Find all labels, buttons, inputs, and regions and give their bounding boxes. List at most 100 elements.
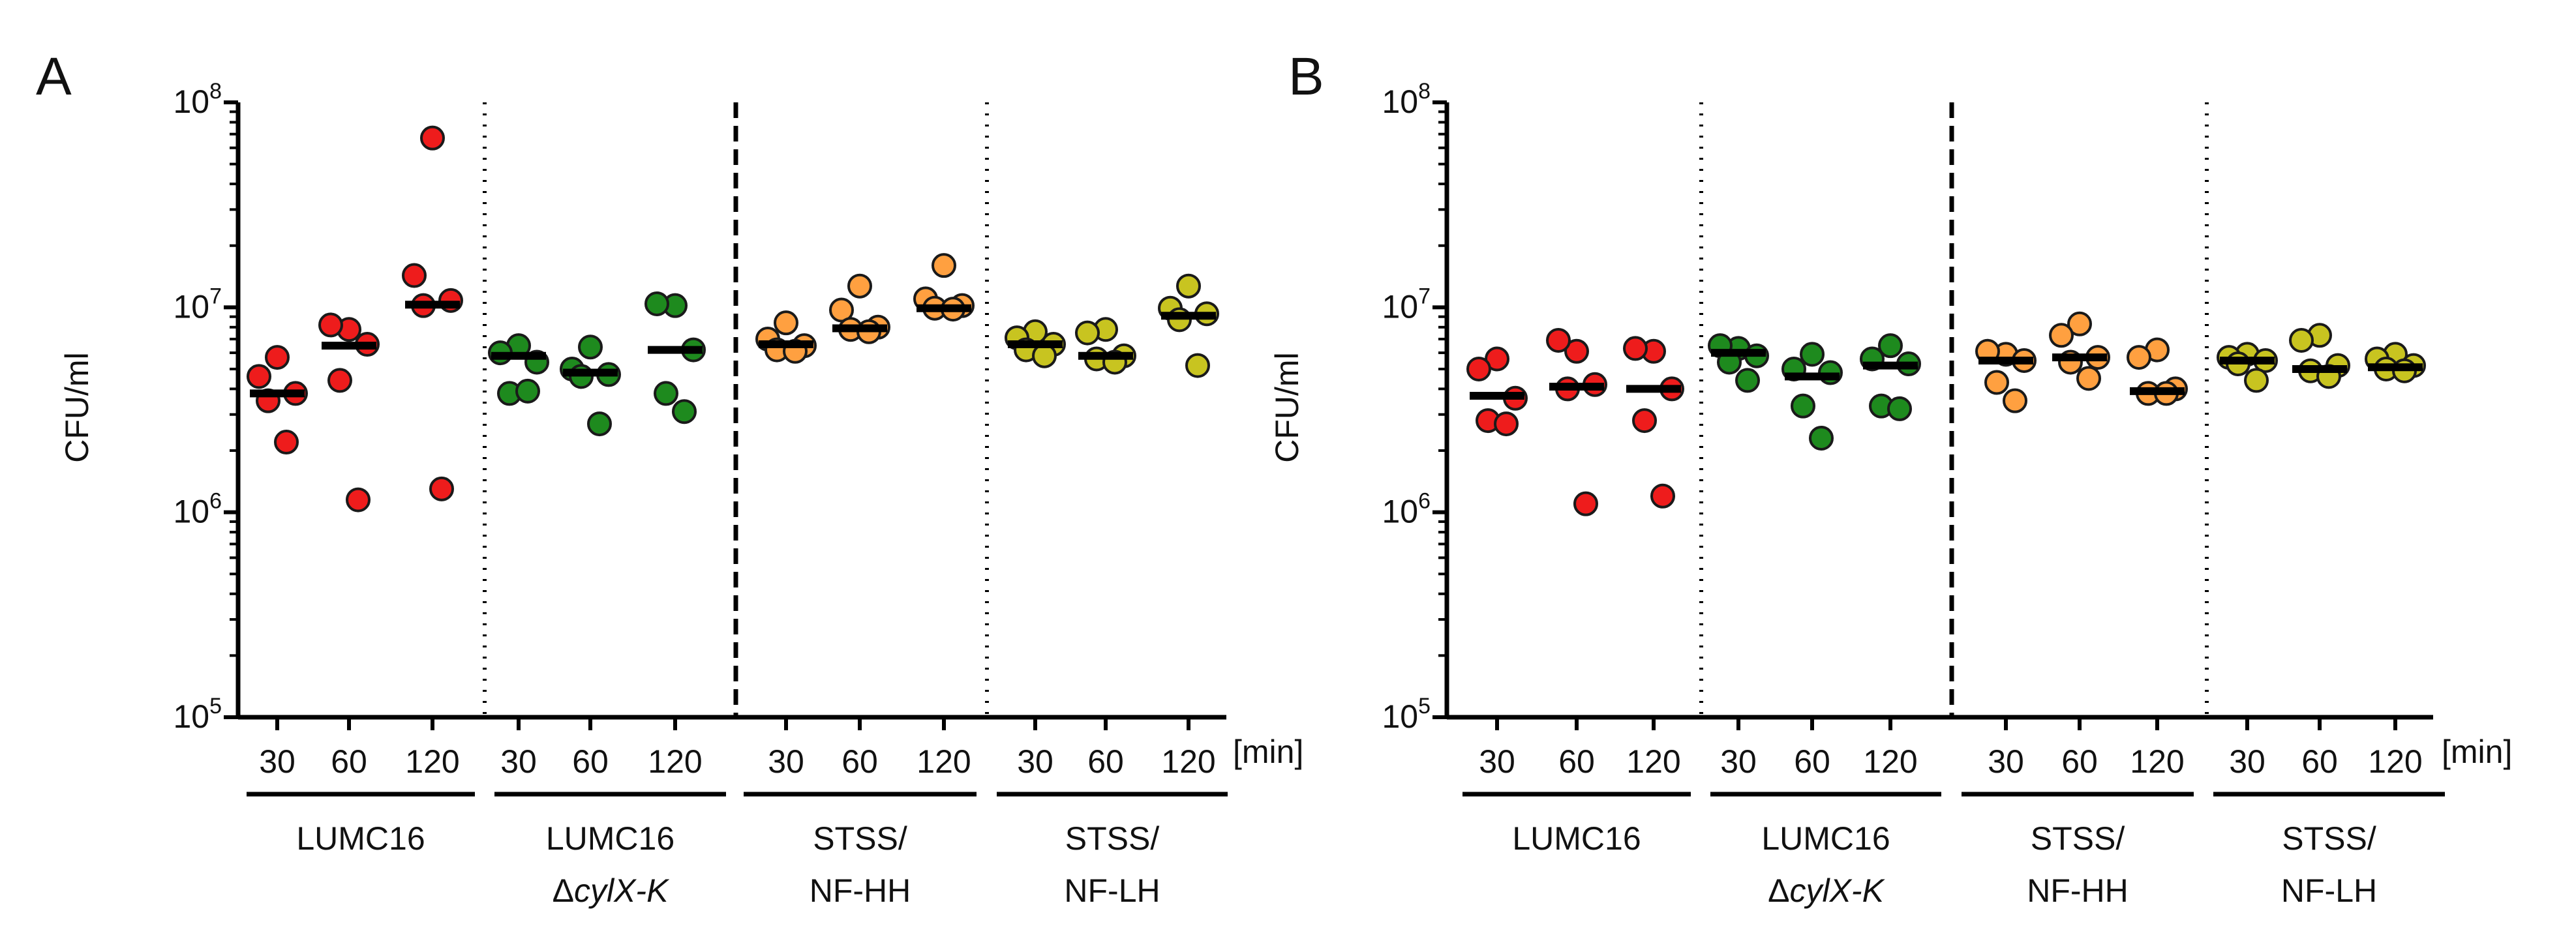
y-tick-label: 105 (173, 694, 222, 735)
x-tick-label: 60 (1558, 743, 1595, 780)
data-point (2244, 368, 2269, 393)
x-tick-label: 60 (2301, 743, 2338, 780)
data-point (1878, 333, 1903, 359)
data-point (402, 263, 427, 288)
group-label: STSS/ (2031, 820, 2125, 857)
y-tick-exponent: 8 (1418, 79, 1431, 104)
data-point (672, 399, 697, 424)
group-label-line2: NF-HH (2027, 872, 2129, 909)
x-tick-label: 30 (2229, 743, 2265, 780)
data-point (2049, 323, 2074, 348)
data-point (274, 430, 299, 455)
data-point (247, 364, 271, 389)
x-tick-label: 60 (331, 743, 367, 780)
group-label: STSS/ (1065, 820, 1160, 857)
y-tick-base: 10 (173, 83, 209, 120)
data-point (2003, 388, 2027, 413)
data-point (578, 334, 603, 360)
y-tick-exponent: 5 (209, 694, 222, 719)
x-tick-label: 30 (500, 743, 537, 780)
group-label-line2-prefix: NF-LH (2281, 872, 2377, 909)
y-tick-label: 106 (173, 489, 222, 530)
data-point (1546, 327, 1571, 353)
y-tick-base: 10 (173, 288, 209, 325)
y-tick-exponent: 7 (209, 284, 222, 308)
y-tick-label: 107 (1382, 284, 1431, 325)
time-unit-label: [min] (1233, 734, 1303, 770)
data-point (654, 381, 678, 406)
x-tick-label: 120 (917, 743, 971, 780)
data-point (1466, 356, 1491, 381)
data-point (420, 125, 445, 151)
data-point (1800, 342, 1825, 367)
data-point (346, 487, 371, 512)
data-point (2067, 311, 2092, 336)
x-tick-label: 60 (2061, 743, 2098, 780)
x-tick-label: 60 (1087, 743, 1124, 780)
x-tick-label: 30 (1479, 743, 1515, 780)
group-label-line2: ΔcylX-K (1768, 872, 1886, 909)
x-tick-label: 120 (2368, 743, 2422, 780)
data-point (587, 411, 612, 437)
time-unit-label: [min] (2442, 734, 2512, 770)
x-tick-label: 30 (259, 743, 295, 780)
data-point (1650, 483, 1675, 509)
x-tick-label: 120 (648, 743, 702, 780)
group-label-line2: NF-HH (810, 872, 911, 909)
y-tick-label: 108 (173, 79, 222, 120)
y-tick-label: 105 (1382, 694, 1431, 735)
x-tick-label: 60 (841, 743, 878, 780)
data-point (644, 291, 669, 316)
data-point (318, 312, 343, 338)
data-point (1887, 396, 1912, 421)
y-tick-base: 10 (1382, 83, 1418, 120)
y-tick-exponent: 7 (1418, 284, 1431, 308)
data-point (2127, 345, 2151, 370)
panel-letter: A (36, 47, 72, 106)
data-point (1564, 338, 1589, 364)
data-point (847, 273, 872, 299)
group-label: STSS/ (2282, 820, 2376, 857)
group-label-line2-italic: cylX-K (574, 872, 670, 909)
y-tick-label: 107 (173, 284, 222, 325)
y-tick-exponent: 6 (209, 489, 222, 514)
y-tick-exponent: 5 (1418, 694, 1431, 719)
group-label: LUMC16 (546, 820, 674, 857)
group-label-line2-prefix: NF-HH (2027, 872, 2129, 909)
group-label: LUMC16 (1761, 820, 1890, 857)
data-point (774, 310, 798, 336)
data-point (1176, 273, 1201, 299)
group-label-line2-prefix: Δ (553, 872, 574, 909)
data-point (2289, 327, 2314, 353)
group-label-line2-italic: cylX-K (1789, 872, 1885, 909)
group-label-line2-prefix: Δ (1768, 872, 1789, 909)
y-tick-label: 106 (1382, 489, 1431, 530)
x-tick-label: 30 (1720, 743, 1757, 780)
data-point (327, 368, 352, 393)
x-tick-label: 120 (2130, 743, 2184, 780)
data-point (1791, 393, 1815, 419)
x-tick-label: 120 (1626, 743, 1680, 780)
data-point (1623, 336, 1648, 361)
x-tick-label: 60 (1794, 743, 1830, 780)
panel-letter: B (1288, 47, 1324, 106)
group-label-line2: ΔcylX-K (553, 872, 671, 909)
group-label-line2: NF-LH (1064, 872, 1160, 909)
data-point (515, 378, 540, 404)
y-tick-base: 10 (173, 698, 209, 735)
data-point (1185, 353, 1210, 378)
group-label: STSS/ (813, 820, 907, 857)
y-tick-base: 10 (1382, 698, 1418, 735)
y-axis-title: CFU/ml (1269, 352, 1305, 462)
x-tick-label: 60 (572, 743, 609, 780)
data-point (932, 253, 956, 278)
data-point (1494, 411, 1519, 437)
group-label: LUMC16 (296, 820, 425, 857)
y-tick-label: 108 (1382, 79, 1431, 120)
group-label-line2-prefix: NF-HH (810, 872, 911, 909)
x-tick-label: 120 (1863, 743, 1917, 780)
data-point (1735, 368, 1760, 393)
